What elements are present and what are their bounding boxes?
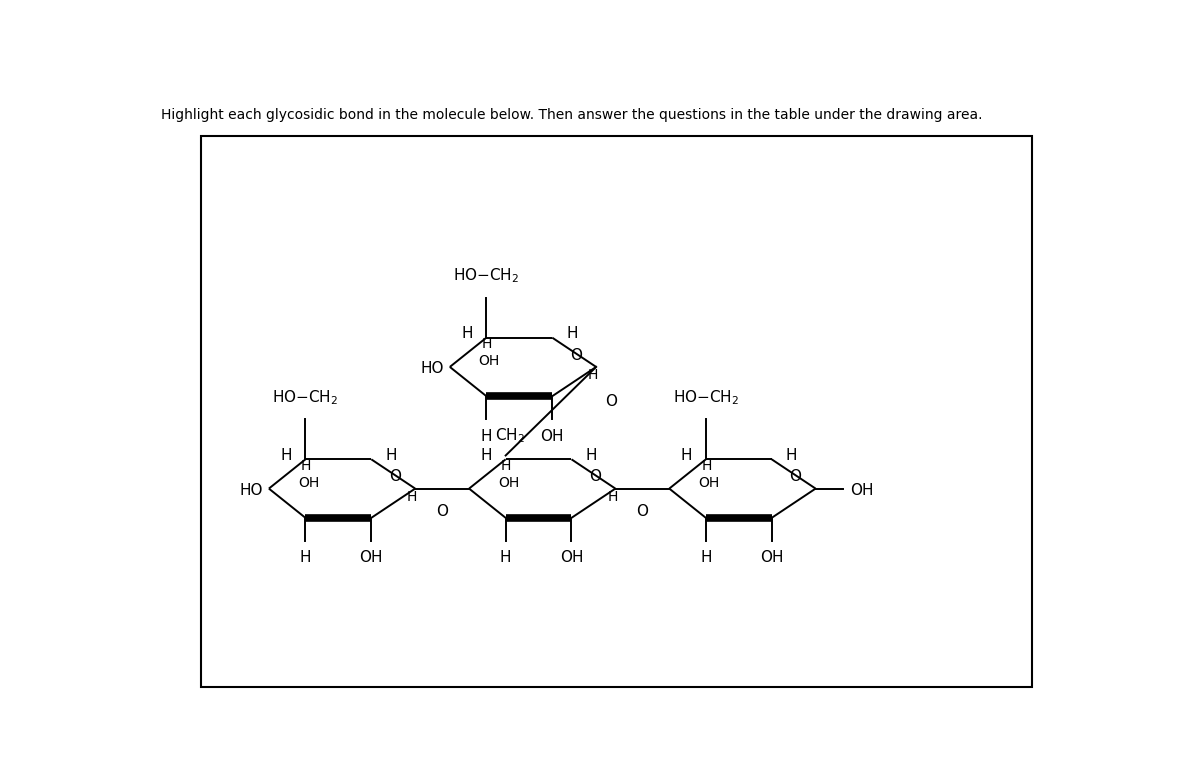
Text: HO$-$CH$_2$: HO$-$CH$_2$: [454, 266, 520, 285]
Text: H: H: [786, 448, 797, 463]
Text: H: H: [481, 428, 492, 443]
Text: H: H: [461, 327, 473, 341]
Text: HO: HO: [239, 482, 263, 498]
Text: OH: OH: [298, 476, 319, 490]
Text: H: H: [280, 448, 292, 463]
Text: O: O: [436, 503, 448, 518]
Text: H: H: [407, 489, 418, 503]
Text: OH: OH: [479, 354, 500, 368]
Text: O: O: [589, 469, 601, 485]
Text: OH: OH: [498, 476, 520, 490]
Text: OH: OH: [360, 550, 383, 565]
Text: Highlight each glycosidic bond in the molecule below. Then answer the questions : Highlight each glycosidic bond in the mo…: [161, 108, 983, 122]
Text: H: H: [588, 368, 599, 382]
Text: OH: OH: [851, 482, 874, 498]
Text: OH: OH: [540, 428, 564, 443]
Text: H: H: [500, 550, 511, 565]
Text: O: O: [636, 503, 648, 518]
Text: H: H: [385, 448, 397, 463]
Text: CH$_2$: CH$_2$: [494, 427, 524, 446]
Text: H: H: [481, 337, 492, 352]
Text: H: H: [607, 489, 618, 503]
Text: O: O: [570, 348, 582, 363]
Text: O: O: [389, 469, 401, 485]
Text: OH: OH: [559, 550, 583, 565]
Text: HO: HO: [420, 361, 444, 376]
Text: HO$-$CH$_2$: HO$-$CH$_2$: [673, 388, 739, 407]
Text: O: O: [605, 395, 617, 410]
Text: H: H: [480, 448, 492, 463]
Text: H: H: [502, 459, 511, 473]
Text: H: H: [700, 550, 712, 565]
Text: H: H: [680, 448, 692, 463]
Text: H: H: [701, 459, 712, 473]
Text: H: H: [566, 327, 577, 341]
Text: HO$-$CH$_2$: HO$-$CH$_2$: [272, 388, 338, 407]
Text: OH: OH: [698, 476, 720, 490]
Text: O: O: [790, 469, 802, 485]
Text: H: H: [301, 459, 311, 473]
Text: OH: OH: [760, 550, 784, 565]
Text: H: H: [586, 448, 596, 463]
Text: H: H: [300, 550, 311, 565]
